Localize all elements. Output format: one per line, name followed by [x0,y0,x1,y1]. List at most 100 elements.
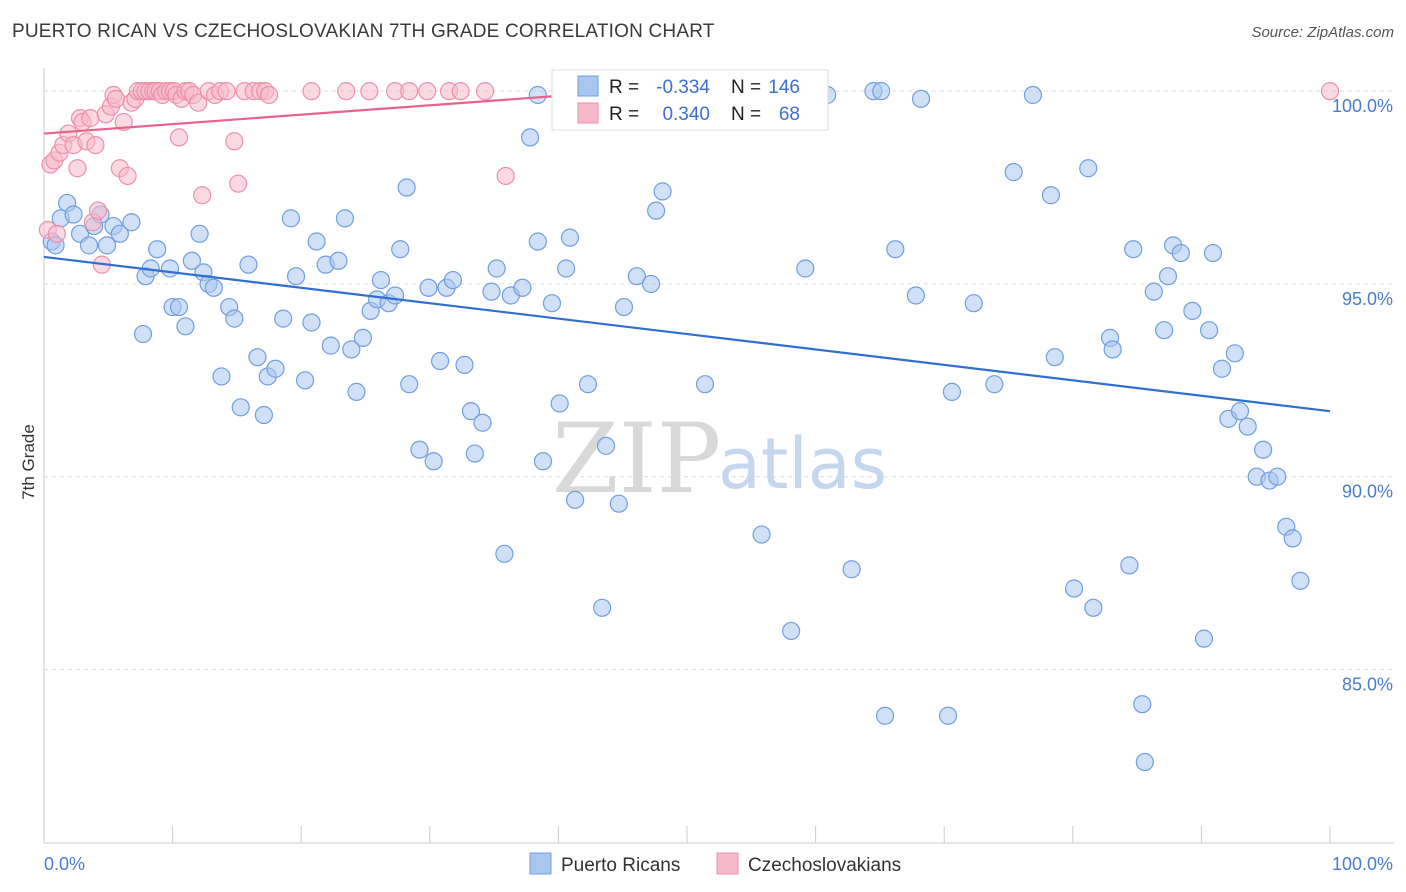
data-point-czechoslovakian [114,112,133,132]
data-point-puerto-rican [190,224,209,243]
data-point-puerto-rican [148,240,167,259]
data-point-puerto-rican [473,413,492,432]
data-point-puerto-rican [1155,321,1174,340]
stats-r-value: 0.340 [662,104,710,125]
data-point-puerto-rican [1291,571,1310,590]
data-point-puerto-rican [1135,752,1154,772]
legend: Puerto Ricans Czechoslovakians [529,852,901,876]
data-point-czechoslovakian [193,186,212,205]
axes [43,68,1394,844]
data-point-puerto-rican [239,255,258,274]
data-point-puerto-rican [1194,629,1214,648]
data-point-czechoslovakian [451,82,470,101]
x-tick-label: 0.0% [44,854,85,874]
data-point-czechoslovakian [189,93,208,112]
series-czechoslovakians [38,82,1340,274]
data-point-puerto-rican [528,232,547,251]
data-point-puerto-rican [248,348,267,367]
data-point-puerto-rican [842,560,861,579]
data-point-puerto-rican [1254,440,1273,459]
data-point-puerto-rican [302,313,321,332]
data-point-czechoslovakian [86,136,105,155]
data-point-puerto-rican [424,452,443,471]
data-point-puerto-rican [455,355,474,374]
data-point-puerto-rican [614,297,634,317]
data-point-czechoslovakian [225,132,244,151]
legend-swatch-czechoslovakians [716,852,739,875]
data-point-puerto-rican [97,236,117,255]
stats-swatch-pink [577,102,599,124]
data-point-puerto-rican [461,402,481,421]
data-point-puerto-rican [1124,240,1143,259]
stats-r-label: R = [609,104,639,125]
data-point-puerto-rican [609,494,628,513]
data-point-puerto-rican [872,82,891,101]
series-puerto-ricans [42,82,1310,772]
data-point-puerto-rican [653,182,672,201]
data-point-puerto-rican [430,351,450,371]
data-point-puerto-rican [397,178,416,197]
data-point-czechoslovakian [217,82,236,101]
data-point-puerto-rican [886,240,905,259]
data-point-puerto-rican [204,278,223,297]
data-point-puerto-rican [1283,529,1302,548]
legend-label-czechoslovakians: Czechoslovakians [748,855,901,876]
data-point-puerto-rican [274,309,293,328]
data-point-puerto-rican [169,297,189,317]
data-point-puerto-rican [557,259,576,278]
data-point-puerto-rican [307,232,326,251]
data-point-puerto-rican [465,444,484,463]
data-point-puerto-rican [1064,579,1084,598]
data-point-puerto-rican [985,375,1004,394]
data-point-puerto-rican [443,270,463,290]
data-point-puerto-rican [528,85,547,105]
data-point-puerto-rican [560,228,580,247]
data-point-czechoslovakian [169,128,189,147]
data-point-puerto-rican [1103,340,1122,359]
data-point-puerto-rican [782,621,801,641]
data-point-puerto-rican [487,259,506,278]
data-point-puerto-rican [566,490,585,509]
data-point-puerto-rican [875,706,895,725]
data-point-puerto-rican [695,375,715,394]
data-point-puerto-rican [160,259,180,278]
data-point-puerto-rican [176,317,195,336]
data-point-puerto-rican [385,286,405,305]
data-point-puerto-rican [1203,243,1223,263]
data-point-puerto-rican [1133,695,1152,714]
data-point-puerto-rican [321,336,340,355]
data-point-puerto-rican [482,282,501,301]
data-point-puerto-rican [1004,163,1023,182]
data-point-puerto-rican [1084,598,1103,617]
data-point-czechoslovakian [400,82,419,101]
data-point-puerto-rican [1120,556,1139,575]
legend-swatch-puerto-ricans [529,852,552,875]
stats-n-value: 68 [779,104,800,125]
stats-n-value: 146 [768,77,800,98]
data-point-puerto-rican [1041,186,1061,205]
data-point-puerto-rican [1045,348,1064,367]
data-point-puerto-rican [596,436,616,455]
data-point-puerto-rican [347,382,366,401]
stats-r-value: -0.334 [656,77,710,98]
data-point-czechoslovakian [106,89,126,108]
data-point-puerto-rican [1238,417,1257,436]
data-point-czechoslovakian [229,174,248,193]
watermark-atlas: atlas [718,423,887,505]
gridlines [44,90,1394,670]
data-point-puerto-rican [1200,321,1219,340]
data-point-puerto-rican [286,267,306,286]
data-point-puerto-rican [593,598,612,617]
x-tick-label: 100.0% [1332,854,1393,874]
data-point-czechoslovakian [475,82,495,101]
y-tick-label: 85.0% [1342,674,1393,694]
data-point-puerto-rican [906,286,926,305]
stats-r-label: R = [609,77,639,98]
data-point-puerto-rican [911,89,931,108]
data-point-puerto-rican [1171,243,1190,263]
y-tick-label: 90.0% [1342,482,1393,502]
data-point-puerto-rican [329,251,348,270]
data-point-puerto-rican [942,382,962,401]
data-point-puerto-rican [1023,85,1043,105]
legend-label-puerto-ricans: Puerto Ricans [561,855,680,876]
